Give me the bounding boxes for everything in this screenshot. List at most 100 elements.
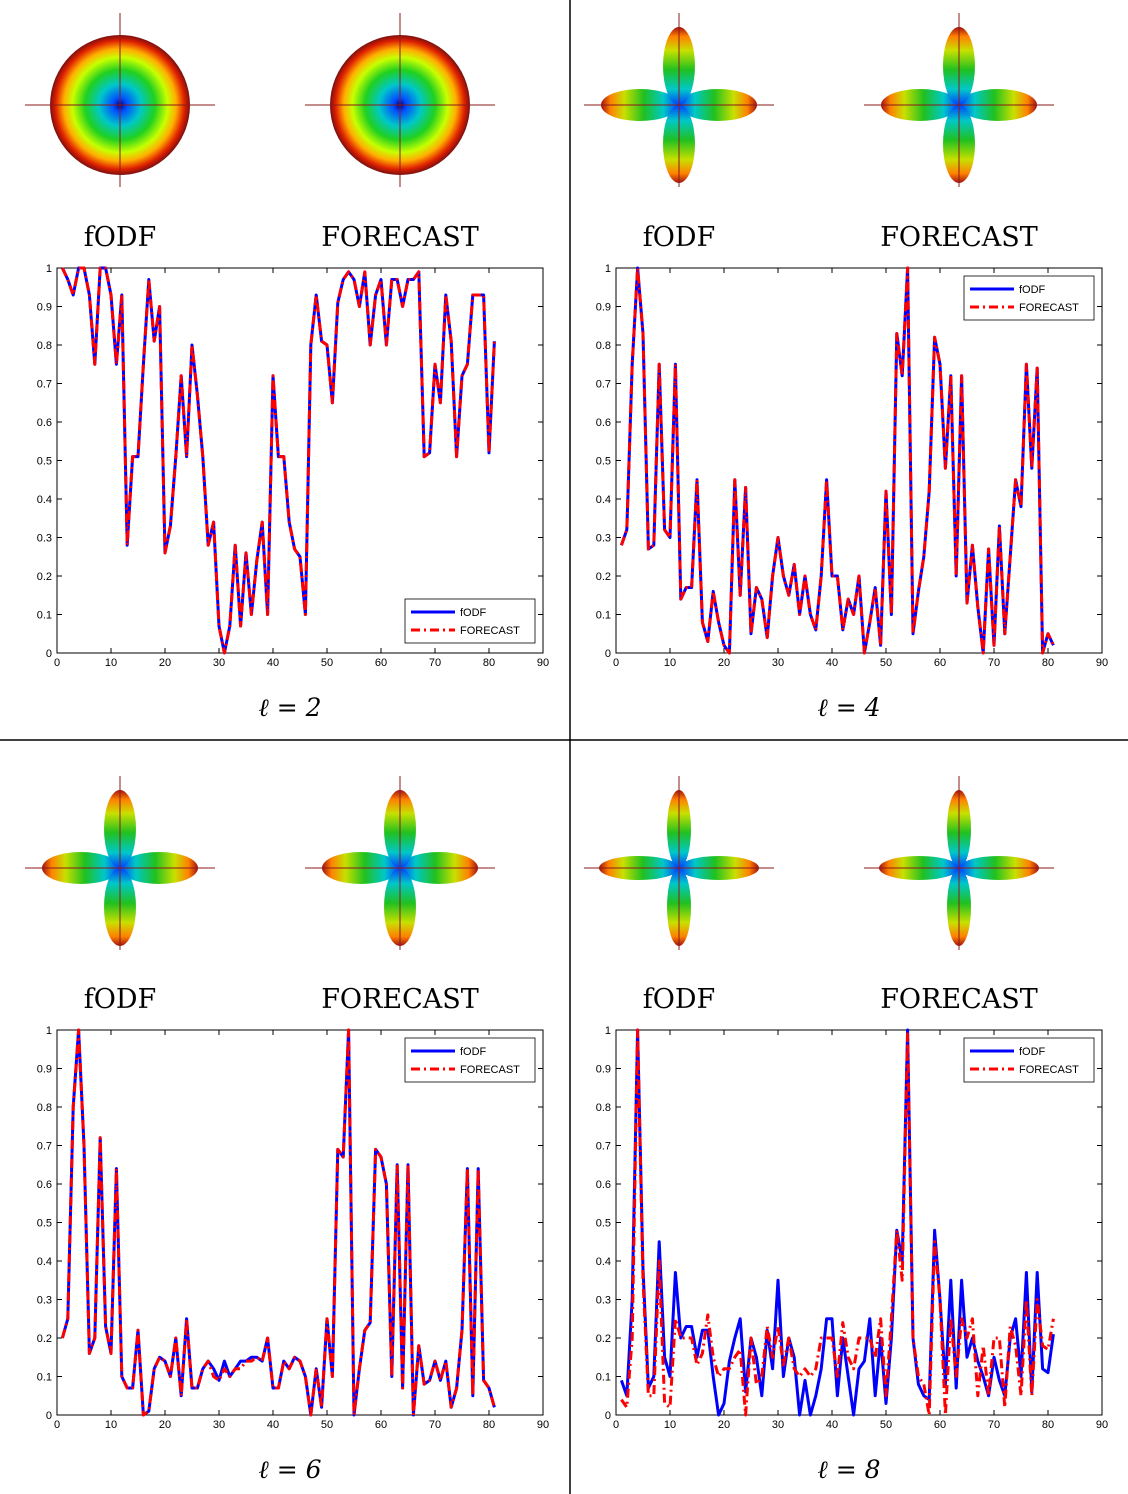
caption: ℓ = 2 xyxy=(258,693,321,722)
y-tick-label: 0.2 xyxy=(37,1333,52,1345)
caption: ℓ = 6 xyxy=(258,1455,321,1484)
y-tick-label: 0 xyxy=(605,648,611,660)
legend-label: fODF xyxy=(1019,1046,1046,1058)
y-tick-label: 0.5 xyxy=(37,1218,52,1230)
glyph xyxy=(864,13,1054,187)
y-tick-label: 0.6 xyxy=(596,1179,611,1191)
y-tick-label: 0.7 xyxy=(37,1141,52,1153)
legend-label: FORECAST xyxy=(1019,1064,1079,1076)
x-tick-label: 80 xyxy=(1042,657,1054,669)
y-tick-label: 0.4 xyxy=(37,494,52,506)
x-tick-label: 20 xyxy=(718,657,730,669)
y-tick-label: 0.2 xyxy=(37,571,52,583)
x-tick-label: 70 xyxy=(988,657,1000,669)
y-tick-label: 0.9 xyxy=(596,302,611,314)
y-tick-label: 0.6 xyxy=(596,417,611,429)
x-tick-label: 60 xyxy=(375,1419,387,1431)
y-tick-label: 0.5 xyxy=(596,1218,611,1230)
x-tick-label: 60 xyxy=(934,1419,946,1431)
y-tick-label: 0.2 xyxy=(596,571,611,583)
x-tick-label: 10 xyxy=(105,1419,117,1431)
x-tick-label: 70 xyxy=(429,1419,441,1431)
y-tick-label: 0.5 xyxy=(596,456,611,468)
series-line xyxy=(619,266,1055,655)
x-tick-label: 50 xyxy=(880,1419,892,1431)
y-tick-label: 1 xyxy=(46,1025,52,1037)
glyph-label: fODF xyxy=(84,984,157,1015)
x-tick-label: 10 xyxy=(105,657,117,669)
x-tick-label: 70 xyxy=(429,657,441,669)
x-tick-label: 60 xyxy=(375,657,387,669)
y-tick-label: 0.3 xyxy=(37,1295,52,1307)
y-tick-label: 0.1 xyxy=(596,610,611,622)
glyph xyxy=(25,776,215,950)
glyph-label: FORECAST xyxy=(880,984,1038,1015)
x-tick-label: 30 xyxy=(213,657,225,669)
x-tick-label: 40 xyxy=(826,1419,838,1431)
legend-label: fODF xyxy=(460,607,487,619)
x-tick-label: 90 xyxy=(537,1419,549,1431)
series-line xyxy=(620,1028,1055,1417)
y-tick-label: 0 xyxy=(46,1410,52,1422)
y-tick-label: 0.8 xyxy=(596,1102,611,1114)
glyph xyxy=(305,776,495,950)
x-tick-label: 40 xyxy=(267,1419,279,1431)
x-tick-label: 90 xyxy=(537,657,549,669)
x-tick-label: 90 xyxy=(1096,1419,1108,1431)
y-tick-label: 0.8 xyxy=(596,340,611,352)
glyph-label: fODF xyxy=(643,222,716,253)
x-tick-label: 30 xyxy=(213,1419,225,1431)
x-tick-label: 0 xyxy=(613,657,619,669)
y-tick-label: 0.6 xyxy=(37,417,52,429)
glyph xyxy=(864,776,1054,950)
y-tick-label: 0.4 xyxy=(37,1256,52,1268)
x-tick-label: 10 xyxy=(664,657,676,669)
legend-label: FORECAST xyxy=(460,625,520,637)
x-tick-label: 90 xyxy=(1096,657,1108,669)
y-tick-label: 0.1 xyxy=(37,610,52,622)
glyph xyxy=(305,13,495,187)
y-tick-label: 0.6 xyxy=(37,1179,52,1191)
y-tick-label: 0.7 xyxy=(596,379,611,391)
glyph-label: FORECAST xyxy=(321,984,479,1015)
y-tick-label: 1 xyxy=(605,1025,611,1037)
y-tick-label: 0.9 xyxy=(37,1064,52,1076)
glyph-label: fODF xyxy=(643,984,716,1015)
x-tick-label: 20 xyxy=(159,1419,171,1431)
y-tick-label: 0.8 xyxy=(37,340,52,352)
legend-label: FORECAST xyxy=(1019,302,1079,314)
x-tick-label: 80 xyxy=(483,1419,495,1431)
series-line xyxy=(61,266,496,655)
glyph-label: FORECAST xyxy=(880,222,1038,253)
x-tick-label: 60 xyxy=(934,657,946,669)
x-tick-label: 50 xyxy=(321,657,333,669)
x-tick-label: 30 xyxy=(772,1419,784,1431)
y-tick-label: 0.7 xyxy=(596,1141,611,1153)
y-tick-label: 0 xyxy=(605,1410,611,1422)
glyph xyxy=(584,776,774,950)
y-tick-label: 0.5 xyxy=(37,456,52,468)
x-tick-label: 80 xyxy=(1042,1419,1054,1431)
x-tick-label: 80 xyxy=(483,657,495,669)
y-tick-label: 0.3 xyxy=(596,533,611,545)
glyph-label: fODF xyxy=(84,222,157,253)
x-tick-label: 70 xyxy=(988,1419,1000,1431)
x-tick-label: 30 xyxy=(772,657,784,669)
y-tick-label: 0.3 xyxy=(37,533,52,545)
x-tick-label: 40 xyxy=(826,657,838,669)
x-tick-label: 40 xyxy=(267,657,279,669)
x-tick-label: 0 xyxy=(54,1419,60,1431)
legend xyxy=(963,275,1095,321)
y-tick-label: 0.1 xyxy=(37,1372,52,1384)
y-tick-label: 0.4 xyxy=(596,1256,611,1268)
legend-label: fODF xyxy=(1019,284,1046,296)
y-tick-label: 0.9 xyxy=(596,1064,611,1076)
y-tick-label: 0.3 xyxy=(596,1295,611,1307)
series-line xyxy=(60,1028,496,1417)
y-tick-label: 0.8 xyxy=(37,1102,52,1114)
y-tick-label: 0.9 xyxy=(37,302,52,314)
legend-label: FORECAST xyxy=(460,1064,520,1076)
legend-label: fODF xyxy=(460,1046,487,1058)
x-tick-label: 50 xyxy=(321,1419,333,1431)
